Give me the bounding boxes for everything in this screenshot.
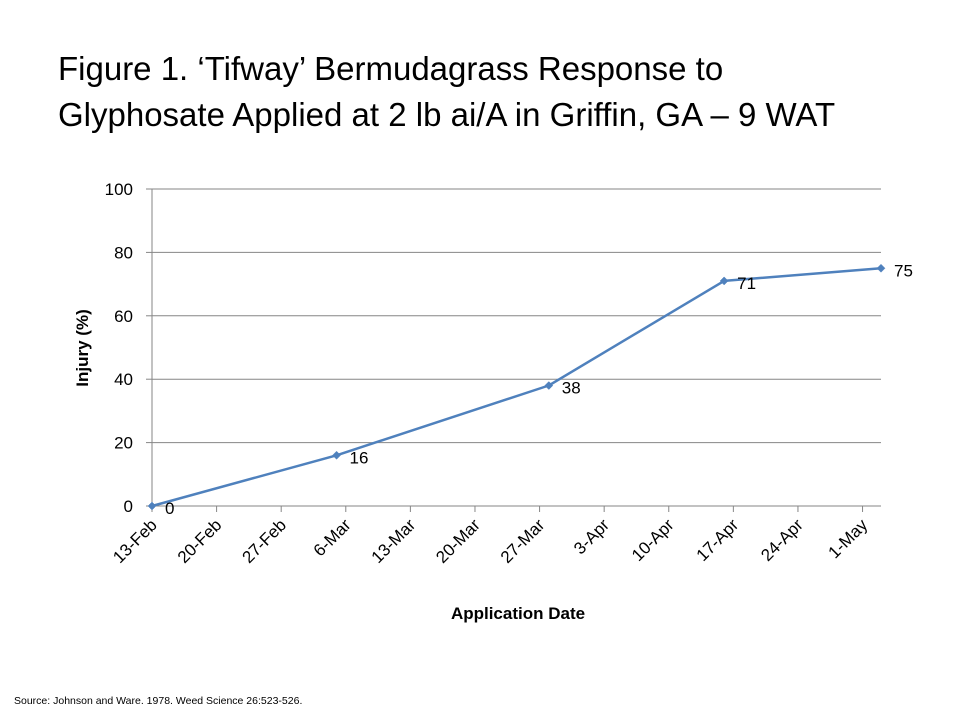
- x-tick-label-27-Feb: 27-Feb: [238, 515, 290, 567]
- data-labels: 0 16 38 71 75: [165, 261, 913, 518]
- x-tick-label-20-Mar: 20-Mar: [432, 515, 484, 567]
- y-tick-label-60: 60: [114, 307, 133, 326]
- y-tick-label-20: 20: [114, 434, 133, 453]
- y-tick-label-0: 0: [124, 497, 133, 516]
- slide-title-line-2: Glyphosate Applied at 2 lb ai/A in Griff…: [58, 96, 836, 133]
- data-label-1: 16: [350, 448, 369, 467]
- x-tick-label-13-Mar: 13-Mar: [368, 515, 420, 567]
- injury-line-chart: 0 20 40 60 80 100 13-Feb 20-Feb 27-Feb 6-Mar 13-M…: [73, 180, 913, 623]
- slide-title-line-1: Figure 1. ‘Tifway’ Bermudagrass Response…: [58, 50, 724, 87]
- source-citation: Source: Johnson and Ware. 1978. Weed Sci…: [14, 695, 303, 707]
- data-label-2: 38: [562, 379, 581, 398]
- data-label-0: 0: [165, 499, 174, 518]
- slide-title: Figure 1. ‘Tifway’ Bermudagrass Response…: [58, 46, 938, 138]
- y-tick-label-40: 40: [114, 370, 133, 389]
- y-tick-label-100: 100: [105, 180, 133, 199]
- x-tick-label-3-Apr: 3-Apr: [570, 515, 613, 558]
- data-point-3: [719, 276, 729, 286]
- x-tick-label-20-Feb: 20-Feb: [174, 515, 226, 567]
- x-tick-label-27-Mar: 27-Mar: [497, 515, 549, 567]
- x-axis-title: Application Date: [451, 604, 585, 623]
- x-tick-label-6-Mar: 6-Mar: [310, 515, 355, 560]
- y-tick-label-80: 80: [114, 243, 133, 262]
- data-label-4: 75: [894, 261, 913, 280]
- y-axis-title: Injury (%): [73, 309, 92, 386]
- series-line: [151, 267, 882, 508]
- series-injury: [147, 263, 886, 511]
- x-tick-labels: 13-Feb 20-Feb 27-Feb 6-Mar 13-Mar 20-Mar 27-Ma…: [109, 515, 871, 567]
- x-tick-label-1-May: 1-May: [825, 515, 872, 562]
- gridlines: [152, 188, 881, 444]
- data-point-0: [147, 501, 157, 511]
- data-label-3: 71: [737, 274, 756, 293]
- x-tick-label-13-Feb: 13-Feb: [109, 515, 161, 567]
- x-tick-label-10-Apr: 10-Apr: [628, 515, 678, 565]
- axes: [146, 188, 881, 512]
- data-point-2: [544, 381, 554, 390]
- data-point-1: [332, 450, 341, 460]
- y-tick-labels: 0 20 40 60 80 100: [105, 180, 133, 516]
- x-tick-label-17-Apr: 17-Apr: [693, 515, 743, 565]
- x-tick-label-24-Apr: 24-Apr: [757, 515, 807, 565]
- data-point-4: [876, 263, 886, 273]
